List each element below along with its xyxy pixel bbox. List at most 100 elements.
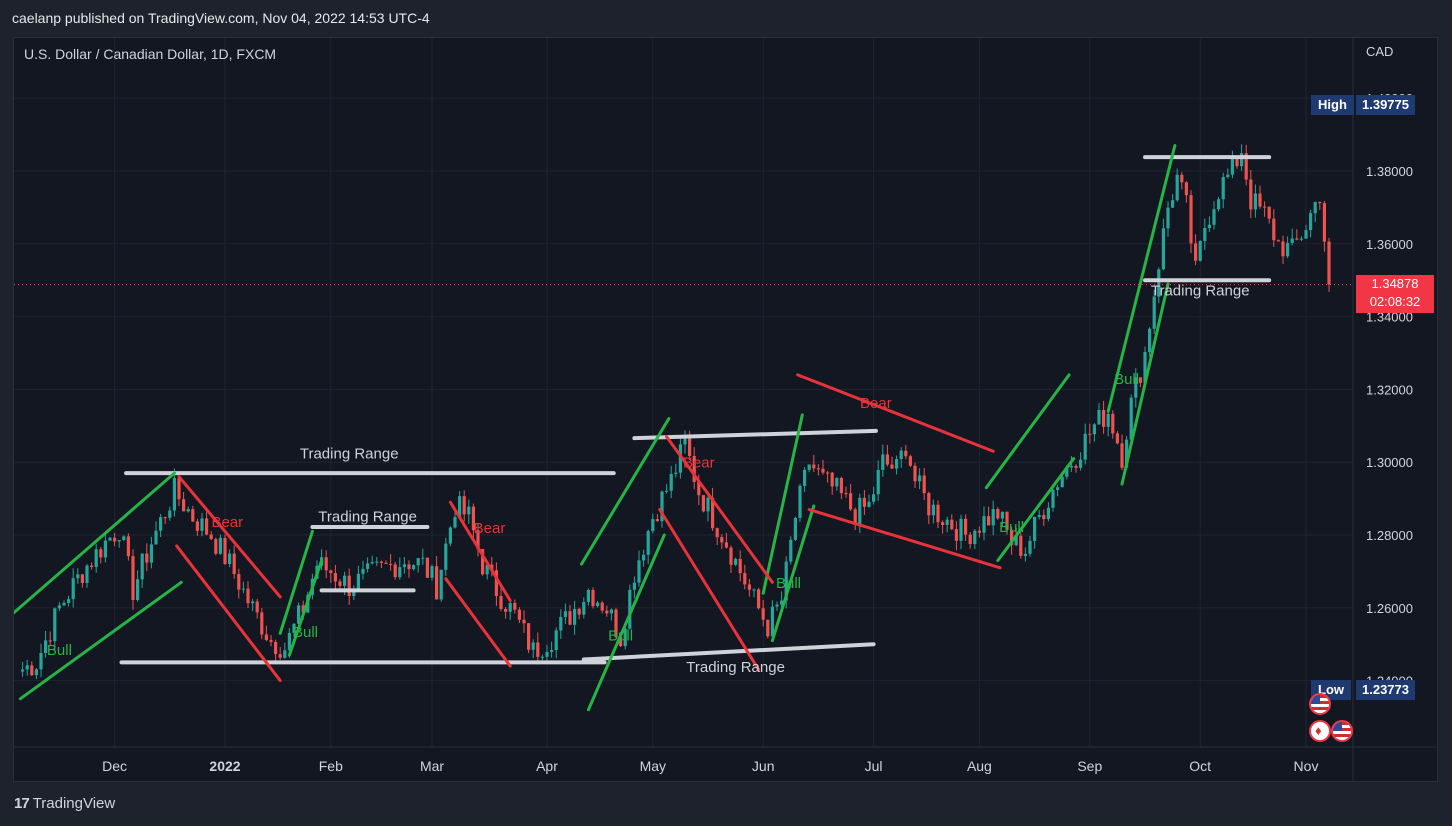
candle-body	[1060, 476, 1064, 488]
candle-body	[1074, 465, 1078, 468]
time-tick-label: May	[640, 758, 666, 774]
candle-body	[458, 496, 462, 518]
candle-body	[260, 612, 264, 635]
price-tick-label: 1.30000	[1366, 455, 1413, 470]
candle-body	[927, 493, 931, 516]
price-tick-label: 1.28000	[1366, 528, 1413, 543]
candle-body	[1272, 218, 1276, 241]
candle-body	[1079, 459, 1083, 468]
chart-area[interactable]: Bull Bear Bull Trading Range Trading Range Be…	[13, 37, 1438, 782]
trend-line	[287, 558, 324, 657]
candle-body	[177, 478, 181, 500]
candle-body	[766, 619, 770, 637]
candle-body	[550, 649, 554, 652]
trend-line	[807, 508, 1002, 570]
trend-line	[1106, 144, 1177, 413]
candle-body	[674, 472, 678, 474]
trend-line	[665, 435, 774, 584]
candle-body	[1023, 553, 1027, 556]
trend-line	[448, 500, 512, 603]
candle-body	[44, 640, 48, 654]
candle-body	[1056, 487, 1060, 490]
candle-body	[881, 454, 885, 470]
candle-body	[99, 549, 103, 558]
symbol-title: U.S. Dollar / Canadian Dollar, 1D, FXCM	[24, 46, 277, 62]
candle-body	[246, 588, 250, 604]
candle-body	[1212, 209, 1216, 225]
candle-body	[614, 609, 618, 638]
candle-body	[1244, 153, 1248, 180]
candle-body	[1148, 328, 1152, 352]
candle-body	[996, 509, 1000, 519]
candle-body	[568, 611, 572, 625]
time-tick-label: Apr	[536, 758, 558, 774]
candle-body	[715, 528, 719, 538]
candle-body	[1010, 529, 1014, 546]
tradingview-logo: 17 TradingView	[14, 795, 116, 812]
trend-line	[761, 413, 804, 595]
candle-body	[573, 608, 577, 625]
last-price-tag: 1.34878 02:08:32	[1356, 275, 1434, 313]
candle-body	[1184, 182, 1188, 196]
candle-body	[1000, 511, 1004, 519]
canada-flag-icon[interactable]	[1309, 720, 1331, 742]
pattern-label: Bear	[211, 514, 243, 531]
candle-body	[582, 601, 586, 615]
candle-body	[513, 603, 517, 610]
candle-body	[1065, 467, 1069, 477]
pattern-label: Bull	[293, 624, 318, 641]
candle-body	[287, 632, 291, 651]
candle-body	[816, 468, 820, 470]
candle-body	[977, 530, 981, 533]
candle-body	[168, 510, 172, 518]
time-tick-label: Mar	[420, 758, 444, 774]
candle-body	[1033, 516, 1037, 541]
candle-body	[545, 651, 549, 657]
us-flag-icon[interactable]	[1309, 693, 1331, 715]
candle-body	[987, 516, 991, 526]
candle-body	[407, 564, 411, 570]
candle-body	[117, 540, 121, 542]
candle-body	[1221, 177, 1225, 200]
candle-body	[352, 589, 356, 597]
candle-body	[1235, 158, 1239, 167]
candle-body	[692, 455, 696, 482]
candle-body	[94, 549, 98, 567]
candle-body	[255, 601, 259, 613]
candle-body	[416, 558, 420, 566]
candle-body	[1097, 410, 1101, 425]
time-tick-label: Feb	[319, 758, 343, 774]
candle-body	[1263, 206, 1267, 208]
candle-body	[389, 563, 393, 565]
candle-body	[471, 506, 475, 531]
candlestick-chart[interactable]: Bull Bear Bull Trading Range Trading Range Be…	[14, 38, 1438, 782]
candle-body	[1111, 413, 1115, 434]
candle-body	[936, 504, 940, 523]
candle-body	[159, 517, 163, 531]
trend-line	[770, 504, 816, 643]
us-flag-icon[interactable]	[1331, 720, 1353, 742]
candle-body	[1019, 535, 1023, 556]
candle-body	[108, 537, 112, 541]
candle-body	[48, 640, 52, 642]
candle-body	[324, 557, 328, 571]
candle-body	[1138, 377, 1142, 383]
candle-body	[922, 475, 926, 494]
candle-body	[669, 473, 673, 491]
candle-body	[1166, 207, 1170, 229]
candle-body	[968, 534, 972, 545]
pattern-label: Trading Range	[318, 509, 417, 526]
candle-body	[628, 589, 632, 629]
candle-body	[665, 490, 669, 492]
candle-body	[1281, 241, 1285, 257]
trend-line	[444, 577, 512, 668]
candle-body	[849, 493, 853, 510]
candle-body	[586, 589, 590, 602]
candle-body	[430, 566, 434, 578]
candle-body	[1134, 377, 1138, 398]
candle-body	[991, 509, 995, 526]
candle-body	[701, 495, 705, 512]
candle-body	[1115, 433, 1119, 444]
candle-body	[789, 539, 793, 562]
candle-body	[531, 642, 535, 650]
